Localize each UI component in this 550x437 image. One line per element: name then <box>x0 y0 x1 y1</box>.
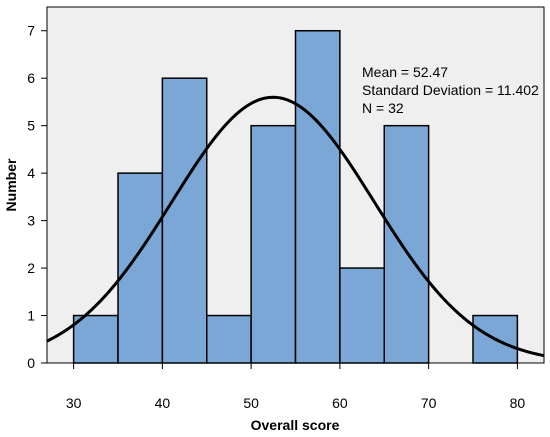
x-tick-label-60: 60 <box>332 395 348 411</box>
stats-box: Mean = 52.47 Standard Deviation = 11.402… <box>362 64 539 116</box>
y-tick-label-4: 4 <box>27 165 35 181</box>
histogram-bar-50-55 <box>250 124 297 364</box>
x-tick-label-80: 80 <box>510 395 526 411</box>
x-tick-label-30: 30 <box>66 395 82 411</box>
histogram-bar-40-45 <box>161 77 208 364</box>
bars-group <box>72 29 519 364</box>
histogram-bar-55-60 <box>294 29 341 364</box>
y-axis-title: Number <box>3 158 19 211</box>
x-axis-title: Overall score <box>251 417 340 433</box>
y-tick-label-5: 5 <box>27 118 35 134</box>
histogram-bar-30-35 <box>72 314 119 364</box>
stats-mean: Mean = 52.47 <box>362 64 448 80</box>
x-axis: 30 40 50 60 70 80 <box>66 363 526 411</box>
histogram-bar-35-40 <box>117 172 164 364</box>
histogram-bar-45-50 <box>206 314 252 364</box>
stats-n: N = 32 <box>362 100 404 116</box>
y-tick-label-6: 6 <box>27 70 35 86</box>
histogram-bar-60-65 <box>339 267 385 364</box>
y-tick-label-0: 0 <box>27 355 35 371</box>
x-tick-label-40: 40 <box>155 395 171 411</box>
y-tick-label-3: 3 <box>27 213 35 229</box>
x-tick-label-50: 50 <box>243 395 259 411</box>
x-tick-label-70: 70 <box>421 395 437 411</box>
stats-sd: Standard Deviation = 11.402 <box>362 82 539 98</box>
y-tick-label-1: 1 <box>27 308 35 324</box>
histogram-bar-65-70 <box>383 124 430 364</box>
y-tick-label-7: 7 <box>27 23 35 39</box>
y-axis: 0 1 2 3 4 5 6 7 <box>27 23 47 371</box>
y-tick-label-2: 2 <box>27 260 35 276</box>
normal-curve <box>46 95 545 358</box>
